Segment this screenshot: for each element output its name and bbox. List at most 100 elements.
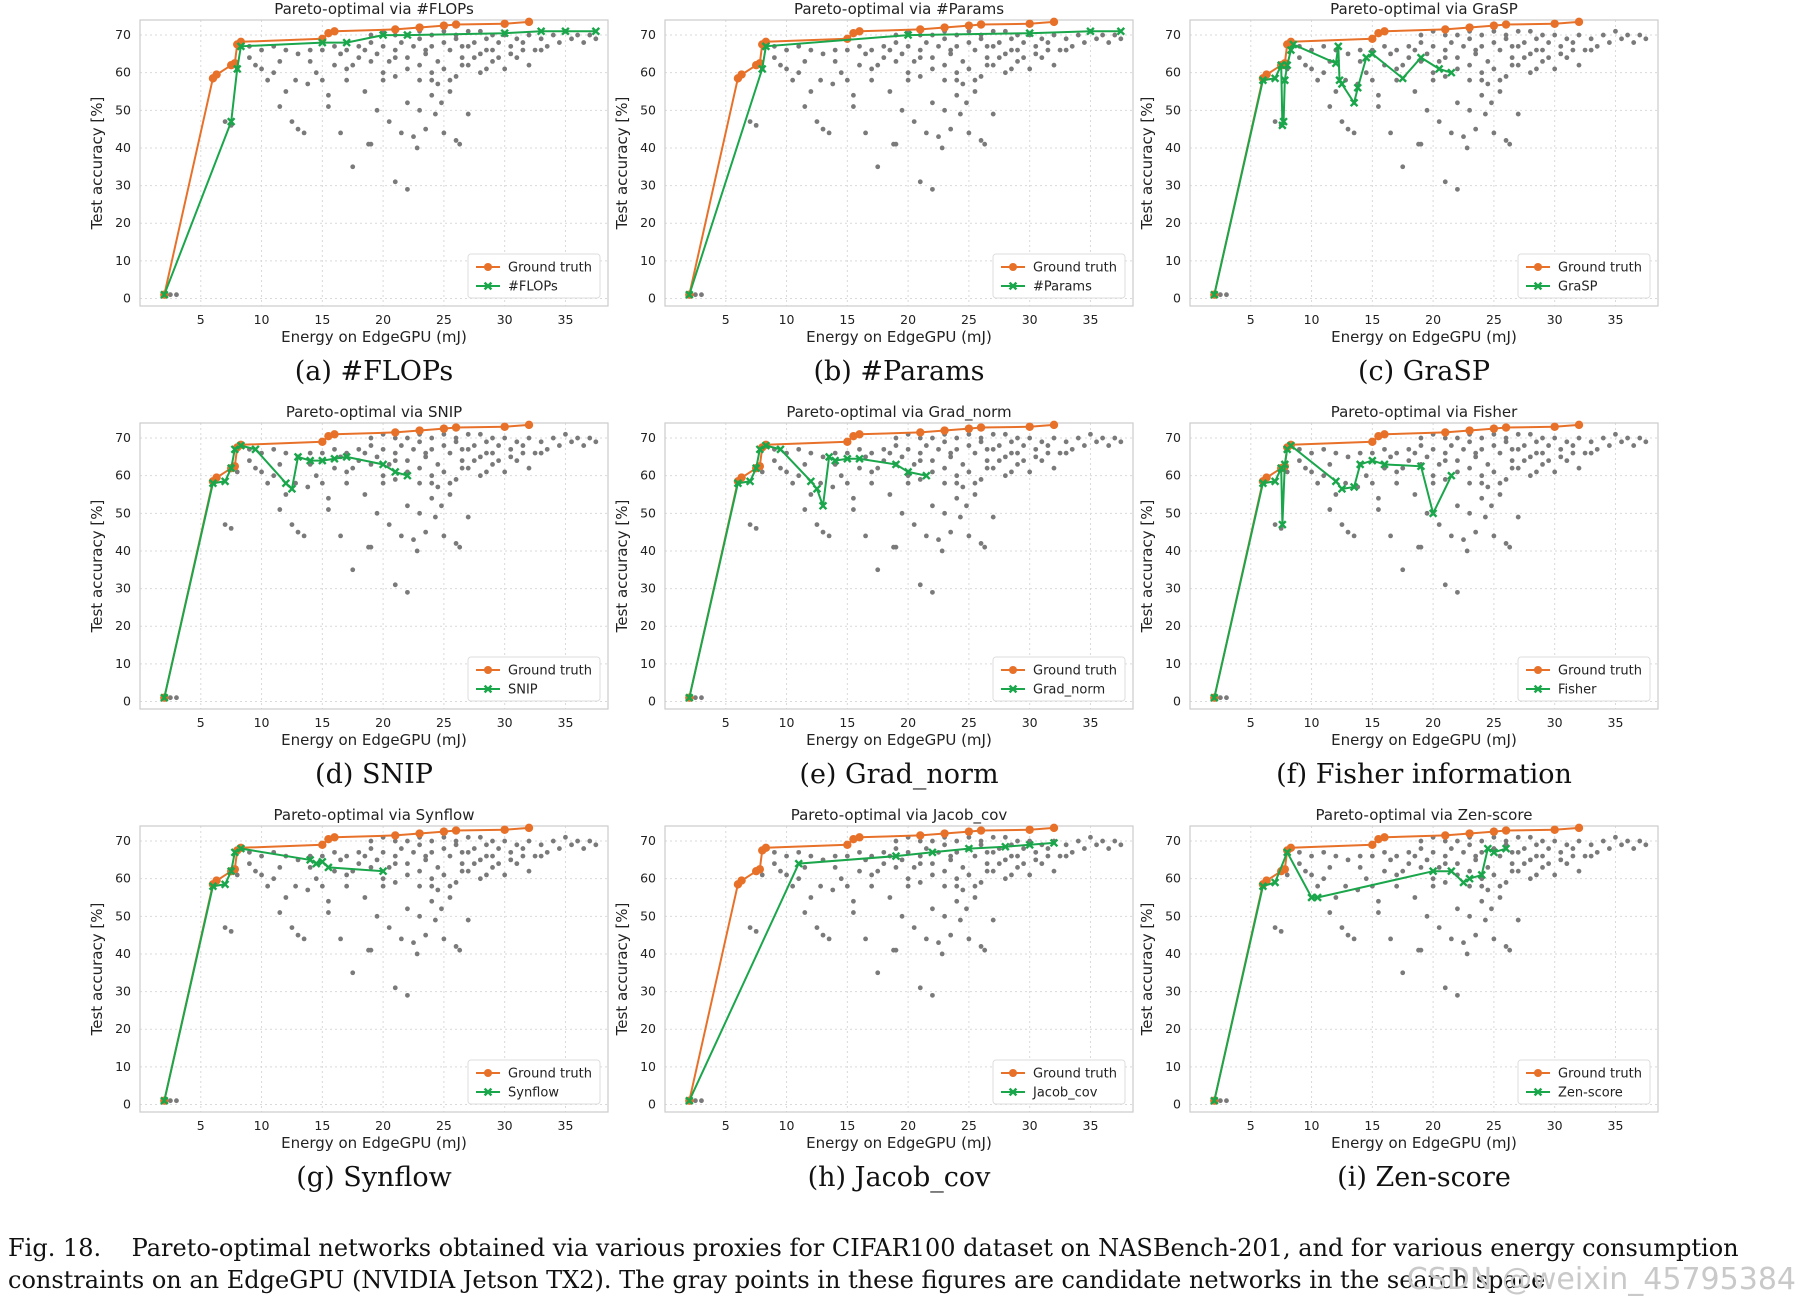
x-axis-label: Energy on EdgeGPU (mJ): [806, 1134, 992, 1152]
series-line-proxy: [688, 841, 1055, 1102]
candidate-point: [1576, 838, 1582, 844]
candidate-point: [984, 465, 990, 471]
candidate-point: [471, 846, 477, 851]
candidate-point: [996, 443, 1002, 448]
proxy-point: [761, 42, 771, 51]
candidate-point: [887, 895, 893, 900]
proxy-point: [1025, 840, 1034, 850]
candidate-point: [417, 36, 422, 42]
candidate-point: [1388, 533, 1393, 539]
candidate-point: [277, 58, 283, 64]
candidate-point: [1558, 51, 1564, 57]
ground-truth-point: [1441, 428, 1450, 437]
candidate-point: [1343, 480, 1348, 486]
candidate-point: [1345, 51, 1351, 57]
candidate-point: [1473, 932, 1479, 938]
ground-truth-point: [451, 826, 461, 835]
y-tick-label: 20: [115, 215, 131, 230]
candidate-point: [930, 589, 935, 595]
chart-svg-c: 5 10 15 20 25 30 35010203040506070Pareto-optim…: [1138, 0, 1659, 346]
proxy-point: [1258, 75, 1268, 85]
candidate-point: [1009, 853, 1014, 859]
candidate-point: [1576, 62, 1582, 68]
candidate-point: [1394, 66, 1400, 72]
candidate-point: [1479, 898, 1485, 904]
candidate-point: [948, 450, 954, 456]
candidate-point: [954, 898, 960, 904]
proxy-point: [230, 445, 240, 454]
candidate-point: [1521, 846, 1527, 851]
candidate-point: [1063, 36, 1069, 42]
candidate-point: [984, 43, 990, 49]
chart-svg-a: 5 10 15 20 25 30 35010203040506070Pareto-optim…: [88, 0, 609, 346]
candidate-point: [1321, 876, 1327, 882]
candidate-point: [1418, 435, 1424, 441]
candidate-point: [350, 62, 356, 68]
candidate-point: [338, 130, 343, 136]
candidate-point: [532, 450, 538, 456]
candidate-point: [796, 849, 802, 855]
candidate-point: [305, 484, 311, 490]
candidate-point: [1479, 435, 1485, 441]
candidate-point: [863, 51, 868, 57]
candidate-point: [484, 66, 489, 72]
candidate-point: [948, 126, 954, 132]
candidate-point: [344, 469, 350, 475]
proxy-point: [378, 866, 388, 876]
candidate-point: [814, 925, 820, 931]
candidate-point: [1442, 435, 1448, 441]
candidate-point: [1491, 533, 1497, 539]
candidate-point: [1503, 36, 1509, 42]
candidate-point: [1033, 857, 1039, 863]
candidate-point: [808, 450, 814, 456]
candidate-point: [1521, 861, 1527, 867]
candidate-point: [1272, 925, 1278, 931]
candidate-point: [338, 857, 343, 863]
candidate-point: [1625, 435, 1631, 441]
candidate-point: [978, 880, 984, 885]
x-tick-label: 20: [900, 312, 916, 327]
proxy-point: [1501, 844, 1511, 853]
candidate-point: [465, 834, 471, 840]
candidate-point: [453, 944, 459, 949]
candidate-point: [772, 55, 777, 61]
candidate-point: [1479, 43, 1485, 49]
candidate-point: [964, 100, 969, 106]
proxy-point: [1368, 49, 1377, 59]
candidate-point: [514, 36, 520, 42]
watermark: CSDN @weixin_45795384: [1406, 1262, 1796, 1297]
proxy-point: [1331, 59, 1341, 68]
candidate-point: [1588, 450, 1594, 456]
candidate-point: [593, 842, 599, 848]
proxy-point: [733, 478, 743, 488]
legend-marker-cross: [483, 281, 493, 291]
plot-frame: [1189, 19, 1659, 307]
candidate-point: [960, 887, 966, 893]
candidate-point: [1021, 40, 1026, 45]
candidate-point: [1388, 51, 1393, 57]
candidate-point: [1540, 47, 1545, 53]
legend-marker-circle: [1009, 1069, 1017, 1077]
candidate-point: [1339, 925, 1345, 931]
proxy-point: [1282, 848, 1292, 857]
candidate-point: [362, 492, 368, 497]
ground-truth-point: [1049, 17, 1059, 27]
candidate-point: [1442, 179, 1448, 185]
legend: Ground truth#FLOPs: [467, 253, 601, 299]
candidate-point: [447, 480, 453, 486]
candidate-point: [978, 838, 984, 844]
candidate-point: [392, 985, 398, 991]
candidate-point: [556, 443, 562, 448]
y-tick-label: 60: [1165, 871, 1181, 886]
candidate-point: [514, 458, 520, 464]
candidate-point: [1002, 834, 1008, 840]
candidate-point: [1369, 450, 1375, 456]
candidate-point: [1442, 838, 1448, 844]
candidate-point: [1015, 450, 1020, 456]
ground-truth-point: [500, 19, 509, 28]
candidate-point: [1479, 77, 1485, 83]
candidate-point: [228, 928, 234, 934]
candidate-point: [1015, 838, 1020, 844]
legend-label: Jacob_cov: [1032, 1086, 1098, 1101]
candidate-point: [1309, 853, 1314, 859]
